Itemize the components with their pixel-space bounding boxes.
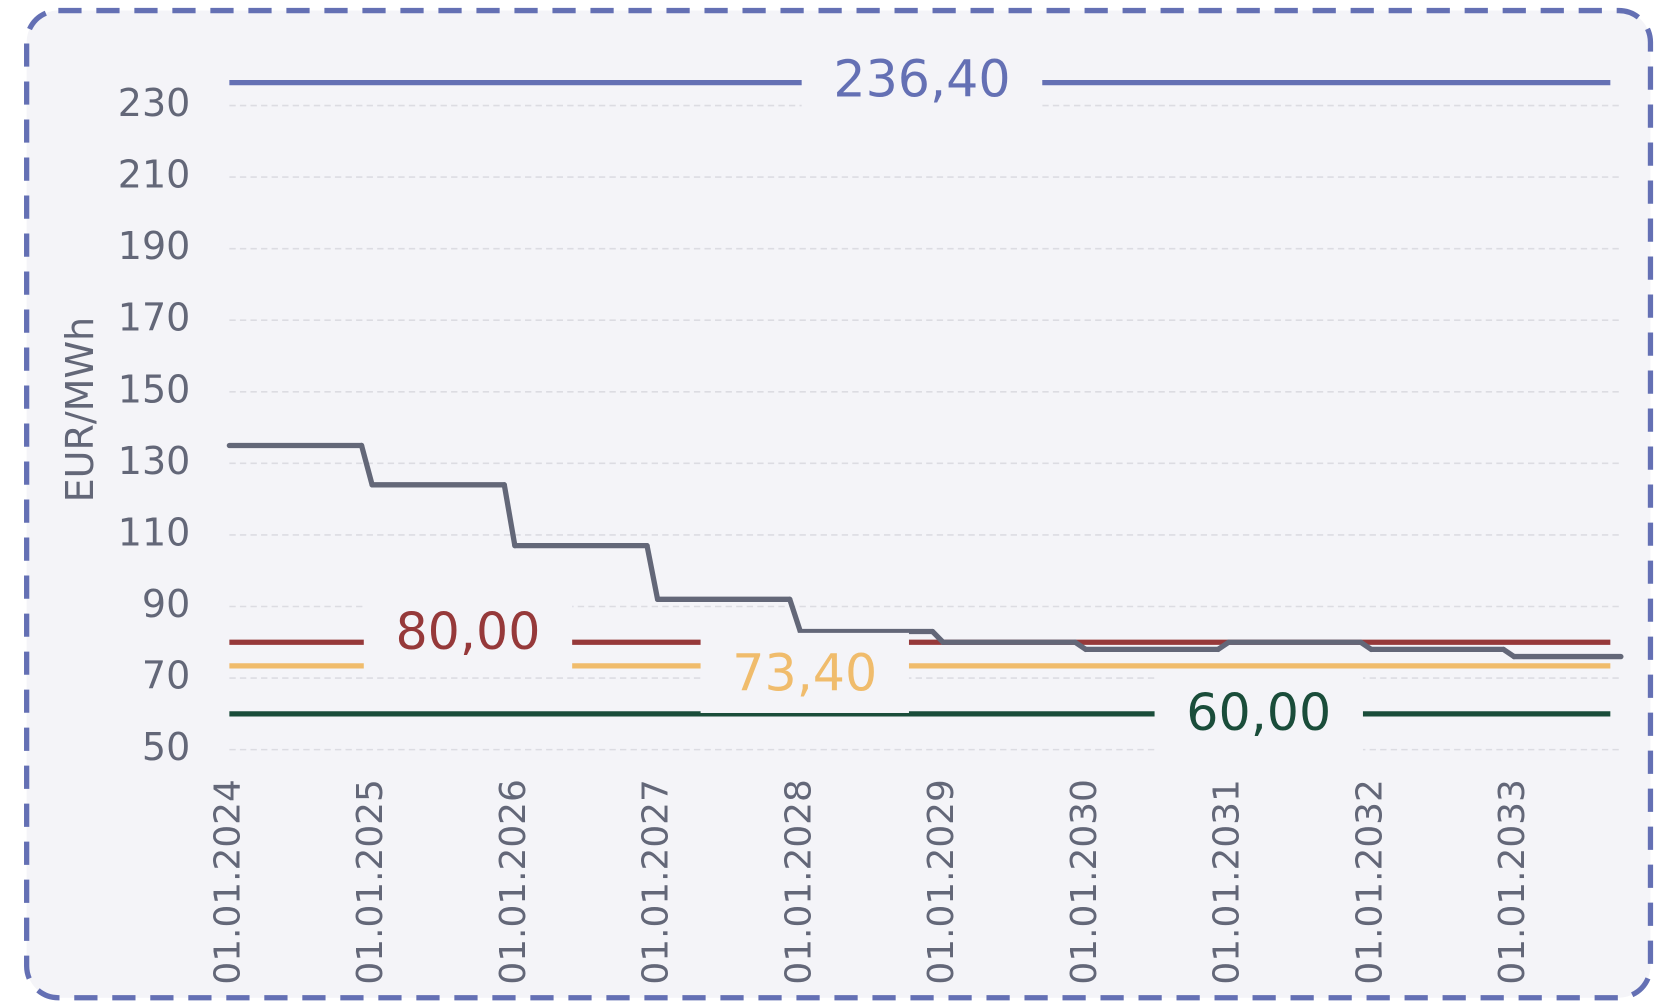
y-tick-label: 190 bbox=[118, 224, 191, 268]
y-tick-label: 110 bbox=[118, 510, 191, 554]
y-tick-label: 70 bbox=[142, 654, 190, 698]
x-tick-label: 01.01.2028 bbox=[778, 779, 819, 984]
reference-label-bg bbox=[363, 591, 573, 672]
x-tick-label: 01.01.2031 bbox=[1207, 779, 1248, 984]
x-tick-label: 01.01.2032 bbox=[1349, 779, 1390, 984]
step-connector bbox=[787, 596, 803, 635]
step-connector bbox=[644, 543, 661, 602]
reference-label: 236,40 bbox=[833, 50, 1010, 109]
y-tick-label: 150 bbox=[118, 367, 191, 411]
x-tick-label: 01.01.2033 bbox=[1492, 779, 1533, 984]
x-tick-label: 01.01.2024 bbox=[207, 779, 248, 984]
chart-frame bbox=[24, 7, 1654, 1001]
reference-label-bg bbox=[801, 39, 1043, 120]
x-tick-label: 01.01.2025 bbox=[350, 779, 391, 984]
x-tick-label: 01.01.2030 bbox=[1064, 779, 1105, 984]
step-connector bbox=[501, 482, 518, 549]
x-tick-label: 01.01.2026 bbox=[493, 779, 534, 984]
reference-label: 73,40 bbox=[732, 643, 877, 702]
y-tick-label: 50 bbox=[142, 725, 190, 769]
reference-label-bg bbox=[700, 632, 909, 713]
y-tick-label: 210 bbox=[118, 153, 191, 197]
reference-label-bg bbox=[1154, 672, 1363, 753]
step-connector bbox=[358, 442, 375, 488]
y-tick-label: 90 bbox=[142, 582, 190, 626]
x-tick-label: 01.01.2027 bbox=[636, 779, 677, 984]
y-tick-label: 230 bbox=[118, 81, 191, 125]
y-tick-label: 130 bbox=[118, 439, 191, 483]
y-tick-label: 170 bbox=[118, 296, 191, 340]
reference-label: 60,00 bbox=[1186, 683, 1331, 742]
y-axis-label: EUR/MWh bbox=[58, 317, 102, 502]
reference-label: 80,00 bbox=[395, 602, 540, 661]
x-tick-label: 01.01.2029 bbox=[921, 779, 962, 984]
